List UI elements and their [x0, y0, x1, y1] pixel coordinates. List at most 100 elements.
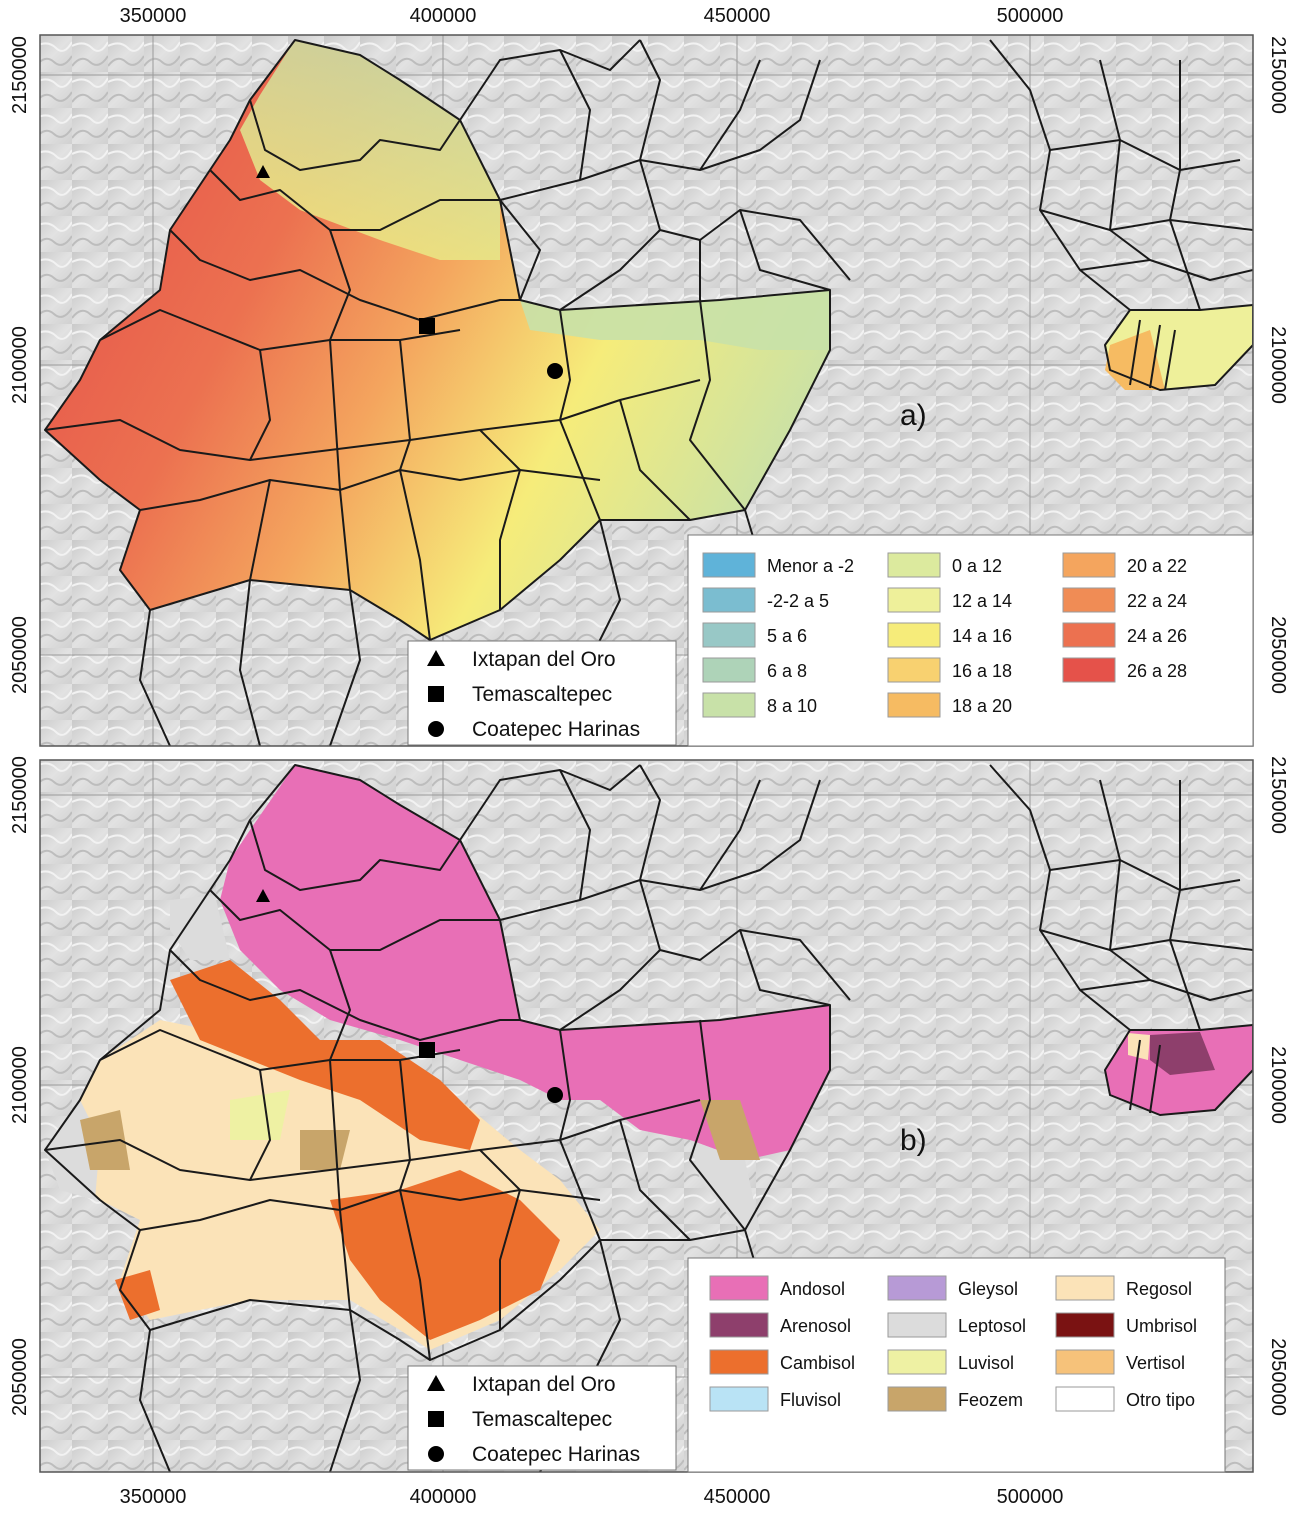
location-legend-box	[407, 640, 677, 746]
x-tick-label: 350000	[120, 1486, 187, 1508]
legend-swatch	[1062, 552, 1116, 578]
soil-leptosol-region	[690, 1140, 760, 1230]
legend-box	[687, 534, 1254, 747]
axis-tick-labels: 350000 350000 400000 400000 450000 450000 5000…	[9, 5, 1289, 1508]
circle-icon	[428, 1446, 444, 1462]
legend-swatch	[1055, 1386, 1115, 1412]
temperature-region-main	[45, 40, 830, 640]
x-tick-label: 450000	[704, 1486, 771, 1508]
triangle-icon	[427, 650, 445, 666]
y-tick-label-right: 2100000	[1267, 1046, 1289, 1124]
legend-swatch	[887, 1349, 947, 1375]
legend-swatch	[709, 1349, 769, 1375]
coatepec-harinas-marker	[547, 1087, 563, 1103]
legend-item-label: Regosol	[1126, 1279, 1192, 1299]
y-tick-label-left: 2050000	[9, 1338, 31, 1416]
legend-item-label: Cambisol	[780, 1353, 855, 1373]
legend-swatch	[887, 692, 941, 718]
temperature-legend: Menor a -2 -2-2 a 5 5 a 6 6 a 8 8 a 10 0 a 12…	[687, 534, 1254, 747]
soil-luvisol-region	[230, 1090, 290, 1140]
legend-swatch	[709, 1386, 769, 1412]
temascaltepec-marker	[419, 318, 435, 334]
legend-item-label: Fluvisol	[780, 1390, 841, 1410]
coatepec-harinas-marker	[547, 363, 563, 379]
legend-item-label: Arenosol	[780, 1316, 851, 1336]
legend-box	[687, 1257, 1226, 1473]
temascaltepec-marker	[419, 1042, 435, 1058]
legend-item-label: 24 a 26	[1127, 626, 1187, 646]
y-tick-label-right: 2100000	[1267, 326, 1289, 404]
legend-swatch	[887, 1312, 947, 1338]
location-legend: Ixtapan del Oro Temascaltepec Coatepec Har…	[407, 1365, 677, 1471]
legend-item-label: Feozem	[958, 1390, 1023, 1410]
soil-cambisol-region	[330, 1170, 560, 1340]
y-tick-label-left: 2100000	[9, 326, 31, 404]
legend-item-label: Umbrisol	[1126, 1316, 1197, 1336]
legend-swatch	[709, 1275, 769, 1301]
location-legend: Ixtapan del Oro Temascaltepec Coatepec Har…	[407, 640, 677, 746]
soil-arenosol-region	[1150, 1032, 1215, 1075]
panel-a-label: a)	[900, 399, 927, 432]
legend-swatch	[887, 552, 941, 578]
legend-item-label: 8 a 10	[767, 696, 817, 716]
legend-item-label: 20 a 22	[1127, 556, 1187, 576]
panel-b-label: b)	[900, 1124, 927, 1157]
square-icon	[428, 1411, 444, 1427]
legend-swatch	[887, 1386, 947, 1412]
legend-swatch	[1062, 587, 1116, 613]
circle-icon	[428, 721, 444, 737]
soil-andosol-region	[220, 765, 830, 1160]
x-tick-label: 500000	[997, 1486, 1064, 1508]
legend-swatch	[702, 552, 756, 578]
location-legend-label: Temascaltepec	[472, 1408, 612, 1431]
temperature-region-east-strip	[520, 290, 830, 350]
y-tick-label-right: 2050000	[1267, 1338, 1289, 1416]
y-tick-label-left: 2050000	[9, 616, 31, 694]
legend-swatch	[1055, 1312, 1115, 1338]
legend-swatch	[702, 692, 756, 718]
soil-feozem-region	[80, 1110, 130, 1170]
soil-feozem-region	[700, 1100, 760, 1160]
legend-swatch	[887, 657, 941, 683]
y-tick-label-left: 2100000	[9, 1046, 31, 1124]
town-markers	[256, 165, 563, 1103]
y-tick-label-right: 2050000	[1267, 616, 1289, 694]
legend-swatch	[702, 657, 756, 683]
municipal-borders	[44, 39, 1253, 746]
legend-item-label: Leptosol	[958, 1316, 1026, 1336]
panel-a	[40, 35, 1253, 746]
municipal-borders	[44, 764, 1253, 1472]
location-legend-label: Ixtapan del Oro	[472, 1373, 616, 1396]
legend-item-label: 14 a 16	[952, 626, 1012, 646]
legend-item-label: 0 a 12	[952, 556, 1002, 576]
legend-swatch	[887, 1275, 947, 1301]
location-legend-label: Temascaltepec	[472, 683, 612, 706]
legend-item-label: 5 a 6	[767, 626, 807, 646]
legend-swatch	[1055, 1349, 1115, 1375]
legend-item-label: Vertisol	[1126, 1353, 1185, 1373]
legend-item-label: -2-2 a 5	[767, 591, 829, 611]
y-tick-label-left: 2150000	[9, 36, 31, 114]
soil-cambisol-region	[170, 960, 480, 1150]
x-tick-label: 400000	[410, 5, 477, 27]
legend-swatch	[1062, 657, 1116, 683]
location-legend-label: Ixtapan del Oro	[472, 648, 616, 671]
panel-b-frame	[39, 759, 1254, 1473]
y-tick-label-left: 2150000	[9, 756, 31, 834]
legend-item-label: 12 a 14	[952, 591, 1012, 611]
y-tick-label-right: 2150000	[1267, 756, 1289, 834]
triangle-icon	[427, 1375, 445, 1391]
legend-item-label: Menor a -2	[767, 556, 854, 576]
location-legend-label: Coatepec Harinas	[472, 718, 640, 741]
legend-item-label: Andosol	[780, 1279, 845, 1299]
x-tick-label: 400000	[410, 1486, 477, 1508]
location-legend-label: Coatepec Harinas	[472, 1443, 640, 1466]
ixtapan-del-oro-marker	[256, 165, 270, 178]
legend-item-label: 6 a 8	[767, 661, 807, 681]
y-tick-label-right: 2150000	[1267, 36, 1289, 114]
legend-swatch	[709, 1312, 769, 1338]
legend-item-label: 16 a 18	[952, 661, 1012, 681]
ixtapan-del-oro-marker	[256, 889, 270, 902]
legend-swatch	[1055, 1275, 1115, 1301]
